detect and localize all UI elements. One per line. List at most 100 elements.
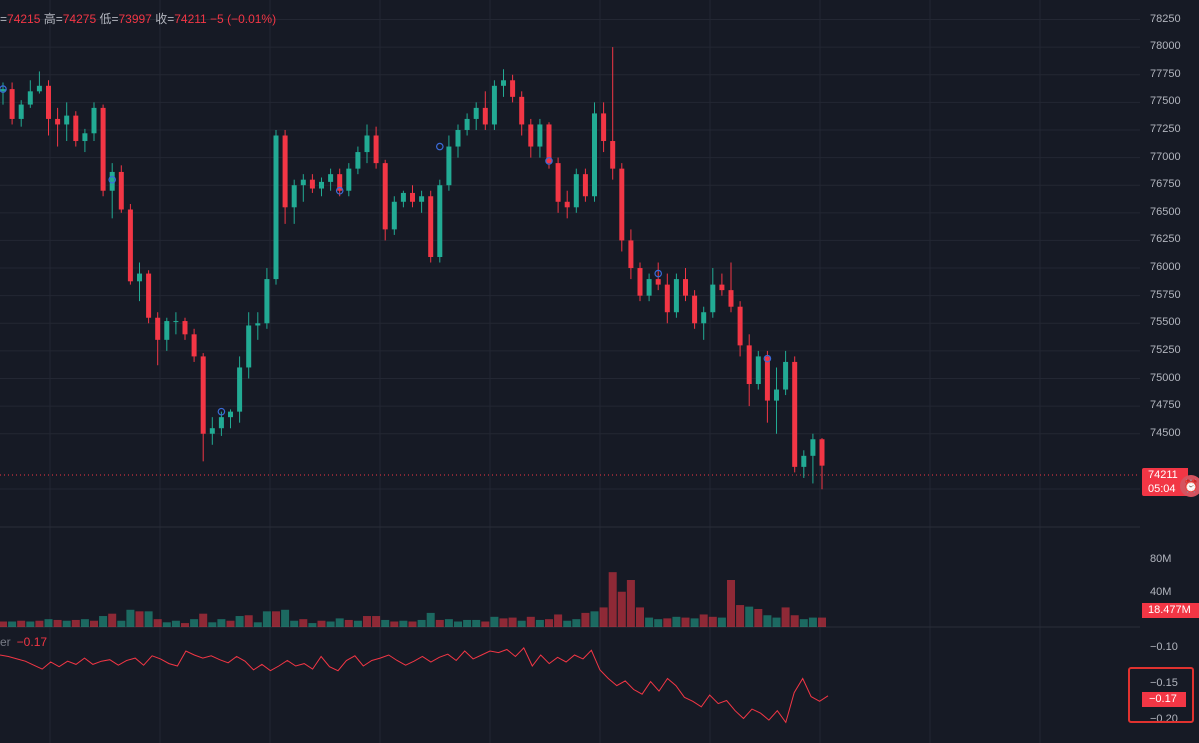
oscillator-axis-tick: −0.15 <box>1150 677 1178 689</box>
signal-marker-icon <box>108 175 117 184</box>
oscillator-tag: −0.17 <box>1142 692 1186 707</box>
volume-bar <box>208 622 217 627</box>
volume-bar <box>335 618 344 627</box>
candle-body <box>173 321 179 323</box>
oscillator-legend[interactable]: er −0.17 <box>0 635 47 649</box>
volume-bar <box>135 611 144 627</box>
change-value: −5 (−0.01%) <box>210 12 277 26</box>
volume-bar <box>463 619 472 627</box>
candle-body <box>737 306 743 346</box>
candle-body <box>601 113 607 142</box>
volume-bar <box>617 591 626 627</box>
volume-bar <box>690 618 699 627</box>
volume-bar <box>126 609 135 627</box>
candle-body <box>337 174 343 191</box>
price-axis-tick: 75500 <box>1150 316 1181 329</box>
volume-series[interactable] <box>0 572 826 627</box>
signal-marker-icon <box>545 157 553 165</box>
volume-bar <box>181 623 189 627</box>
candle-body <box>573 174 579 208</box>
volume-bar <box>645 617 654 627</box>
oscillator-line[interactable] <box>0 647 829 724</box>
candle-body <box>437 185 443 257</box>
volume-bar <box>372 616 381 627</box>
volume-bar <box>472 619 481 627</box>
candle-body <box>364 135 370 153</box>
candle-body <box>27 91 33 105</box>
candle-body <box>0 89 6 92</box>
candle-body <box>546 124 552 164</box>
volume-bar <box>235 616 244 627</box>
bar-countdown: 05:04 <box>1148 483 1176 495</box>
volume-bar <box>699 614 708 627</box>
volume-bar <box>781 607 790 627</box>
volume-bar <box>654 619 663 627</box>
candle-body <box>519 96 525 125</box>
candle-body <box>127 209 133 282</box>
signal-markers <box>0 85 772 416</box>
candle-body <box>764 356 770 401</box>
volume-bar <box>281 609 290 627</box>
volume-bar <box>490 616 499 627</box>
candle-body <box>319 181 324 189</box>
volume-bar <box>454 621 462 627</box>
volume-bar <box>26 621 35 627</box>
price-axis-tick: 75000 <box>1150 371 1181 384</box>
candle-body <box>118 171 124 210</box>
volume-bar <box>626 580 635 627</box>
volume-bar <box>199 613 208 627</box>
candle-body <box>646 279 652 296</box>
volume-bar <box>153 619 162 627</box>
candle-body <box>637 268 643 296</box>
volume-bar <box>727 580 735 627</box>
volume-bar <box>799 619 808 627</box>
candle-body <box>355 152 361 169</box>
open-value: 74215 <box>7 12 41 26</box>
candle-body <box>564 201 570 208</box>
volume-bar <box>0 621 7 627</box>
volume-bar <box>526 616 535 627</box>
volume-bar <box>317 620 326 627</box>
candle-body <box>64 115 70 125</box>
candle-body <box>82 133 88 142</box>
candle-body <box>692 295 698 324</box>
volume-bar <box>808 617 817 627</box>
open-label: = <box>0 12 8 26</box>
volume-bar <box>353 620 362 627</box>
candle-body <box>18 104 24 119</box>
candle-body <box>783 361 789 390</box>
volume-bar <box>308 623 317 627</box>
volume-bar <box>790 615 799 627</box>
candlestick-series[interactable] <box>0 47 825 490</box>
volume-bar <box>636 607 644 627</box>
candle-body <box>400 192 406 202</box>
candle-body <box>182 321 188 335</box>
candle-body <box>501 80 506 86</box>
volume-bar <box>672 616 681 627</box>
volume-bar <box>481 621 490 627</box>
volume-bar <box>535 619 544 627</box>
volume-bar <box>381 619 390 627</box>
candle-body <box>391 201 397 230</box>
candle-body <box>510 80 516 97</box>
volume-bar <box>763 615 772 627</box>
volume-bar <box>590 611 599 627</box>
candle-body <box>9 89 15 119</box>
volume-tag: 18.477M <box>1142 603 1199 618</box>
volume-bar <box>408 621 417 627</box>
candle-body <box>164 321 170 340</box>
high-value: 74275 <box>62 12 97 26</box>
volume-bar <box>508 617 517 627</box>
candle-body <box>73 115 79 142</box>
candle-body <box>419 196 425 202</box>
volume-bar <box>390 621 399 627</box>
candle-body <box>819 439 825 466</box>
volume-bar <box>44 619 53 627</box>
volume-bar <box>754 608 763 627</box>
alert-clock-icon[interactable]: ⏰ <box>1180 475 1199 497</box>
candle-body <box>410 192 415 202</box>
volume-bar <box>435 619 444 627</box>
signal-marker-icon <box>654 269 663 278</box>
candle-body <box>491 85 497 125</box>
